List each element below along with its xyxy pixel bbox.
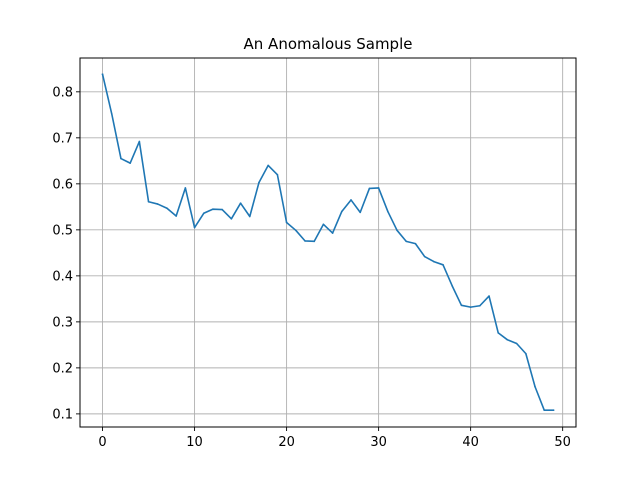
data-point — [515, 342, 518, 345]
data-point — [221, 208, 223, 211]
data-point — [377, 187, 380, 189]
tick-labels: 0 10 20 30 40 50 0.1 0.2 0.3 0.4 0.5 0.6 0.7 0.8 — [52, 85, 571, 450]
data-point — [350, 199, 352, 201]
data-point — [276, 173, 279, 176]
chart-title: An Anomalous Sample — [244, 35, 413, 53]
data-point — [147, 200, 150, 203]
y-tick-label: 0.8 — [52, 85, 73, 100]
data-point — [322, 223, 325, 226]
data-point — [368, 187, 371, 190]
x-tick-label: 0 — [98, 435, 106, 450]
data-point — [488, 295, 490, 297]
y-tick-label: 0.1 — [52, 407, 73, 422]
data-point — [497, 332, 500, 334]
data-point — [341, 210, 343, 213]
y-tick-label: 0.7 — [52, 131, 73, 146]
y-tick-label: 0.6 — [52, 177, 73, 192]
x-tick-label: 40 — [462, 435, 479, 450]
data-point — [193, 226, 196, 229]
plot-frame — [79, 57, 577, 428]
x-tick-label: 20 — [278, 435, 295, 450]
data-point — [202, 212, 205, 215]
data-point — [101, 73, 104, 76]
data-point — [506, 339, 509, 341]
data-point — [460, 304, 463, 307]
series-line — [101, 73, 555, 412]
data-point — [184, 187, 187, 189]
y-tick-label: 0.2 — [52, 361, 73, 376]
data-point — [414, 242, 417, 245]
x-tick-label: 30 — [370, 435, 387, 450]
data-point — [304, 240, 306, 242]
data-point — [175, 215, 177, 217]
data-point — [138, 140, 141, 143]
data-point — [331, 232, 334, 234]
x-tick-label: 10 — [186, 435, 203, 450]
data-point — [230, 218, 233, 220]
data-point — [129, 162, 131, 164]
data-point — [543, 409, 546, 412]
y-tick-label: 0.3 — [52, 315, 73, 330]
data-point — [258, 181, 260, 184]
data-point — [442, 264, 444, 266]
data-point — [285, 221, 288, 224]
data-point — [387, 210, 389, 213]
data-point — [451, 285, 454, 287]
data-point — [239, 202, 242, 204]
data-point — [212, 208, 214, 210]
data-point — [267, 164, 269, 167]
data-point — [525, 352, 527, 355]
data-point — [294, 229, 297, 232]
data-point — [405, 240, 408, 243]
x-tick-label: 50 — [554, 435, 571, 450]
data-point — [396, 229, 398, 232]
data-point — [423, 255, 426, 258]
grid — [80, 58, 576, 427]
data-point — [359, 211, 362, 214]
series-layer — [101, 73, 555, 412]
axes — [76, 57, 577, 431]
y-tick-label: 0.4 — [52, 269, 73, 284]
data-point — [469, 306, 472, 308]
data-point — [110, 113, 113, 115]
data-point — [552, 409, 555, 412]
data-point — [156, 203, 159, 205]
data-point — [120, 157, 122, 160]
data-point — [479, 304, 481, 307]
data-point — [248, 215, 251, 218]
data-point — [313, 240, 315, 243]
data-point — [534, 385, 536, 388]
data-point — [433, 260, 435, 263]
data-point — [166, 207, 168, 210]
y-tick-label: 0.5 — [52, 223, 73, 238]
